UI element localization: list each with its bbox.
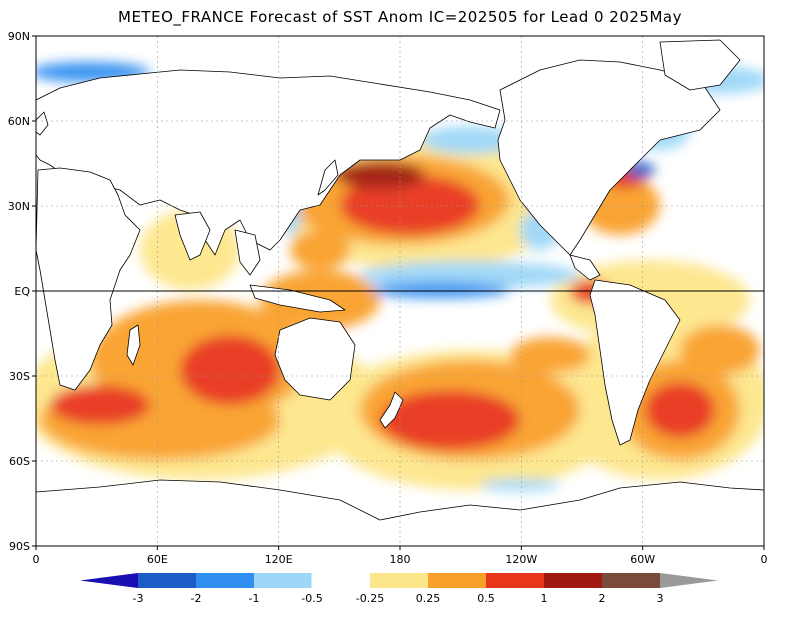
continents <box>36 39 764 546</box>
africa-landmass <box>36 167 141 391</box>
colorbar-segment <box>370 573 428 588</box>
central-america <box>569 254 601 281</box>
y-tick-label: 60S <box>9 455 30 468</box>
colorbar-segment <box>486 573 544 588</box>
colorbar-segment <box>196 573 254 588</box>
colorbar-label: -3 <box>133 592 144 605</box>
antarctica <box>36 479 764 546</box>
colorbar-segment <box>544 573 602 588</box>
colorbar-high-extend <box>660 573 718 588</box>
british-isles <box>36 111 49 136</box>
colorbar-label: 0.5 <box>477 592 495 605</box>
colorbar-label: -1 <box>249 592 260 605</box>
colorbar-label: -2 <box>191 592 202 605</box>
colorbar-label: 0.25 <box>416 592 441 605</box>
colorbar-segment <box>254 573 312 588</box>
y-tick-label: 90S <box>9 540 30 553</box>
x-tick-label: 120E <box>265 553 293 566</box>
southeast-asia <box>234 229 261 276</box>
x-tick-label: 180 <box>390 553 411 566</box>
colorbar-segment <box>311 572 371 589</box>
x-tick-label: 0 <box>33 553 40 566</box>
japan <box>317 159 339 196</box>
y-axis-ticks: 90N 60N 30N EQ 30S 60S 90S <box>8 30 36 553</box>
colorbar-label: -0.5 <box>301 592 322 605</box>
madagascar <box>126 324 141 366</box>
colorbar-label: 1 <box>541 592 548 605</box>
colorbar-label: 2 <box>599 592 606 605</box>
x-tick-label: 60W <box>630 553 655 566</box>
colorbar-low-extend <box>80 573 138 588</box>
colorbar-label: 3 <box>657 592 664 605</box>
australia <box>274 317 356 401</box>
colorbar-label: -0.25 <box>356 592 384 605</box>
x-tick-label: 60E <box>147 553 168 566</box>
colorbar-segment <box>602 573 660 588</box>
new-zealand <box>379 391 404 429</box>
greenland <box>659 39 741 91</box>
colorbar-segment <box>428 573 486 588</box>
x-axis-ticks: 0 60E 120E 180 120W 60W 0 <box>33 546 768 566</box>
india <box>174 211 211 261</box>
eurasia-landmass <box>36 69 501 256</box>
indonesia <box>249 284 346 313</box>
south-america <box>589 279 681 446</box>
y-tick-label: 30N <box>8 200 30 213</box>
y-tick-label: 90N <box>8 30 30 43</box>
colorbar-segment <box>138 573 196 588</box>
north-america <box>497 59 721 256</box>
y-tick-label: EQ <box>14 285 30 298</box>
y-tick-label: 30S <box>9 370 30 383</box>
x-tick-label: 0 <box>761 553 768 566</box>
x-tick-label: 120W <box>505 553 537 566</box>
colorbar: -3 -2 -1 -0.5 -0.25 0.25 0.5 1 2 3 <box>80 572 718 605</box>
y-tick-label: 60N <box>8 115 30 128</box>
map-title: METEO_FRANCE Forecast of SST Anom IC=202… <box>118 8 682 26</box>
plot-area <box>35 35 765 547</box>
